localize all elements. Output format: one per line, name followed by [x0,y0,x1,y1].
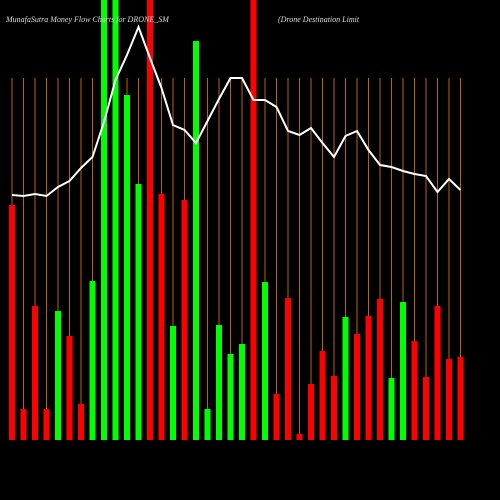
line-series [11,24,462,198]
chart-subtitle: (Drone Destination Limit [278,15,360,24]
bar [308,384,314,440]
bar [296,434,303,440]
bar [434,306,441,440]
bar [181,200,188,440]
bar [411,341,418,440]
bar [89,281,96,440]
chart-title: MunafaSutra Money Flow Charts for DRONE_… [5,15,170,24]
bar [170,326,176,440]
bar [158,194,165,440]
bar [124,95,130,440]
bar [365,316,372,440]
bar [204,409,211,440]
bar [20,409,27,440]
bar [388,378,395,440]
bar [457,357,464,440]
bar [331,376,337,440]
bar [342,317,349,440]
bar [112,0,119,440]
bar [32,306,38,440]
bars [9,0,464,440]
bar [319,351,326,440]
bar [9,205,15,440]
bar [239,344,245,440]
bar [78,404,84,440]
bar [354,334,360,440]
bar [250,0,257,440]
bar [147,0,153,440]
bar [135,184,142,440]
lines [11,24,462,198]
bar [285,298,291,440]
bar [423,377,429,440]
bar [446,359,452,440]
bar [216,325,222,440]
bar [377,299,383,440]
bar [227,354,234,440]
bar [43,409,50,440]
bar [66,336,73,440]
bar [193,41,199,440]
bar [400,302,406,440]
bar [273,394,280,440]
bar [262,282,268,440]
bar [55,311,61,440]
bar [101,0,107,440]
